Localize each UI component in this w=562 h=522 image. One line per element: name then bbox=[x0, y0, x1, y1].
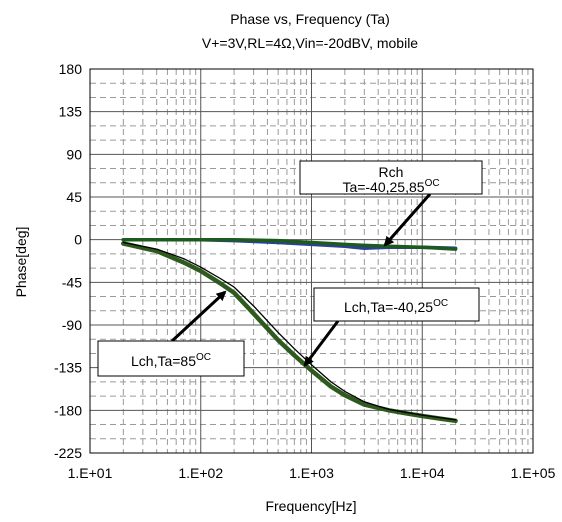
annotation-rch-temps: Ta=-40,25,85 bbox=[342, 179, 424, 195]
series-line-2 bbox=[121, 237, 458, 251]
annotation-lch-hot-unit: OC bbox=[196, 352, 211, 363]
x-tick-label: 1.E+01 bbox=[68, 465, 113, 481]
annotation-rch: Rch Ta=-40,25,85OC bbox=[299, 160, 483, 247]
y-tick-label: -90 bbox=[62, 317, 82, 333]
chart-subtitle: V+=3V,RL=4Ω,Vin=-20dBV, mobile bbox=[202, 35, 418, 51]
annotation-rch-arrow bbox=[383, 193, 432, 247]
y-tick-label: 0 bbox=[74, 232, 82, 248]
annotation-rch-unit: OC bbox=[425, 178, 440, 189]
x-tick-labels: 1.E+01 1.E+02 1.E+03 1.E+04 1.E+05 bbox=[68, 465, 556, 481]
y-tick-label: -135 bbox=[54, 360, 82, 376]
annotation-lch-hot-arrow bbox=[170, 290, 227, 343]
y-tick-label: 90 bbox=[66, 146, 82, 162]
annotation-rch-line2: Ta=-40,25,85OC bbox=[342, 178, 439, 195]
y-tick-label: -45 bbox=[62, 274, 82, 290]
annotation-lch-hot-box bbox=[97, 340, 245, 377]
annotation-lch-cold: Lch,Ta=-40,25OC bbox=[303, 287, 480, 367]
y-tick-label: 45 bbox=[66, 189, 82, 205]
x-tick-label: 1.E+04 bbox=[400, 465, 445, 481]
annotation-lch-cold-text: Lch,Ta=-40,25OC bbox=[344, 298, 448, 315]
x-tick-label: 1.E+02 bbox=[178, 465, 223, 481]
annotation-rch-line1: Rch bbox=[379, 164, 404, 180]
y-axis-title: Phase[deg] bbox=[13, 227, 29, 298]
annotation-rch-box bbox=[299, 160, 483, 195]
annotation-lch-hot: Lch,Ta=85OC bbox=[97, 290, 245, 377]
chart-title: Phase vs, Frequency (Ta) bbox=[230, 11, 390, 27]
data-series bbox=[121, 237, 458, 424]
y-tick-label: -180 bbox=[54, 402, 82, 418]
x-tick-label: 1.E+03 bbox=[289, 465, 334, 481]
y-tick-label: 180 bbox=[59, 61, 83, 77]
series-line-4 bbox=[122, 241, 457, 421]
annotation-lch-cold-arrow bbox=[303, 320, 340, 367]
x-axis-title: Frequency[Hz] bbox=[265, 498, 356, 514]
y-tick-label: -225 bbox=[54, 445, 82, 461]
annotation-lch-cold-label: Lch,Ta=-40,25 bbox=[344, 299, 433, 315]
y-tick-label: 135 bbox=[59, 104, 83, 120]
series-line-3 bbox=[121, 241, 458, 424]
annotation-lch-hot-text: Lch,Ta=85OC bbox=[131, 352, 211, 369]
y-tick-labels: 180 135 90 45 0 -45 -90 -135 -180 -225 bbox=[54, 61, 82, 461]
x-tick-label: 1.E+05 bbox=[511, 465, 556, 481]
annotation-lch-cold-box bbox=[313, 287, 480, 322]
annotation-lch-hot-label: Lch,Ta=85 bbox=[131, 353, 196, 369]
plot-area-border bbox=[89, 68, 534, 454]
annotation-lch-cold-unit: OC bbox=[433, 298, 448, 309]
